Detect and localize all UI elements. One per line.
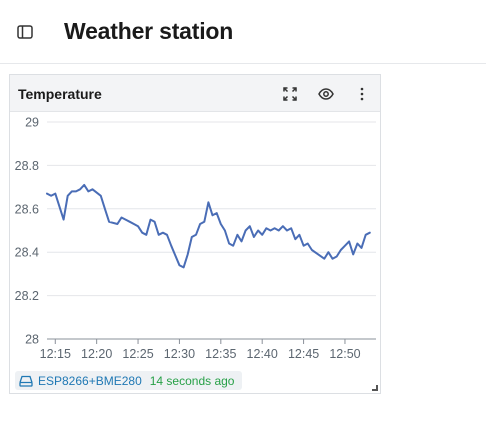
- temperature-card: Temperature 28 28.2 28.4 28.6 28.8 29 12:15 12:…: [9, 74, 381, 394]
- fullscreen-icon[interactable]: [280, 84, 300, 104]
- x-tick-label: 12:50: [329, 347, 360, 361]
- page-title: Weather station: [64, 18, 234, 44]
- resize-handle[interactable]: [372, 385, 378, 391]
- card-header: Temperature: [10, 75, 380, 112]
- temperature-chart: 28 28.2 28.4 28.6 28.8 29 12:15 12:20 12:25 12:30…: [15, 116, 376, 361]
- card-title: Temperature: [18, 86, 102, 102]
- y-tick-label: 28.6: [15, 202, 39, 216]
- eye-icon[interactable]: [316, 84, 336, 104]
- y-tick-label: 28.4: [15, 246, 39, 260]
- x-tick-label: 12:25: [122, 347, 153, 361]
- y-tick-label: 28.2: [15, 289, 39, 303]
- temperature-series-line: [46, 183, 371, 269]
- top-bar: Weather station: [0, 0, 486, 64]
- source-device-label: ESP8266+BME280: [38, 373, 142, 388]
- data-source-chip[interactable]: ESP8266+BME280 14 seconds ago: [15, 371, 243, 390]
- sidebar-panel-icon[interactable]: [14, 21, 36, 43]
- x-tick-label: 12:30: [164, 347, 195, 361]
- last-updated-label: 14 seconds ago: [149, 373, 235, 388]
- x-tick-label: 12:45: [288, 347, 319, 361]
- storage-icon: [19, 375, 33, 387]
- y-tick-label: 28: [25, 333, 39, 347]
- x-tick-label: 12:35: [205, 347, 236, 361]
- y-tick-label: 28.8: [15, 159, 39, 173]
- y-tick-label: 29: [25, 116, 39, 130]
- x-tick-label: 12:40: [247, 347, 278, 361]
- x-tick-label: 12:20: [81, 347, 112, 361]
- more-vertical-icon[interactable]: [352, 84, 372, 104]
- x-tick-label: 12:15: [40, 347, 71, 361]
